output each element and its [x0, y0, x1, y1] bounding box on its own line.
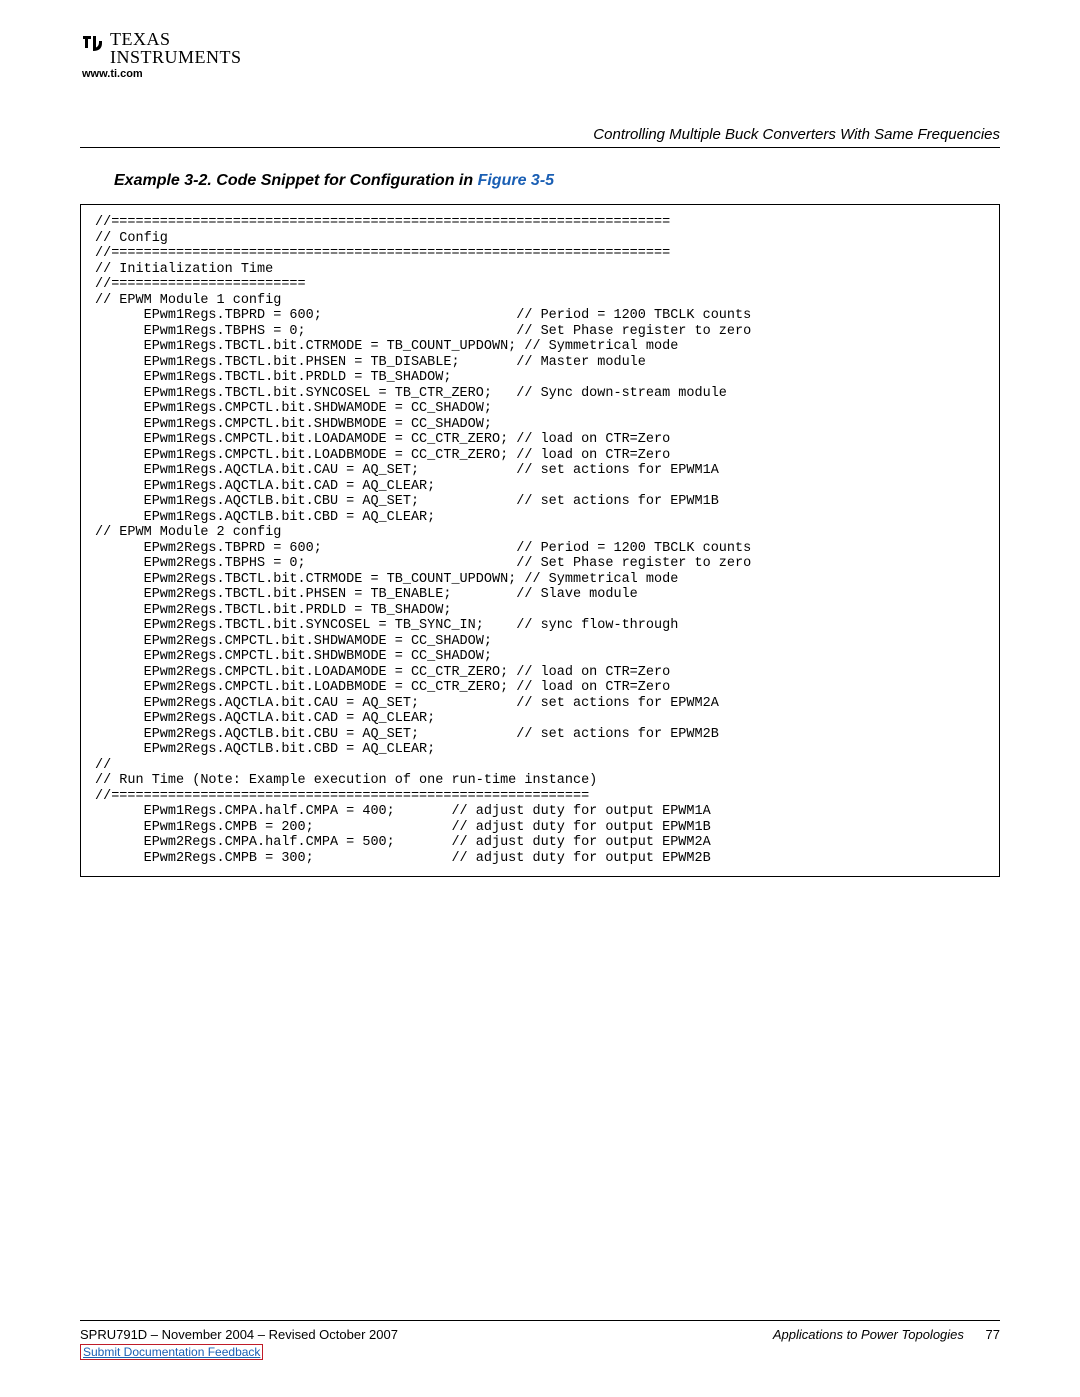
- footer-docid: SPRU791D – November 2004 – Revised Octob…: [80, 1327, 398, 1342]
- ti-chip-icon: [80, 30, 106, 56]
- code-listing-box: //======================================…: [80, 204, 1000, 877]
- code-listing: //======================================…: [95, 215, 985, 866]
- footer-chapter: Applications to Power Topologies: [773, 1327, 964, 1342]
- ti-url[interactable]: www.ti.com: [82, 68, 242, 80]
- footer-rule: [80, 1320, 1000, 1321]
- page-footer: SPRU791D – November 2004 – Revised Octob…: [80, 1320, 1000, 1361]
- page-header: TEXAS INSTRUMENTS www.ti.com: [80, 30, 1000, 80]
- ti-logo-block: TEXAS INSTRUMENTS www.ti.com: [80, 30, 242, 80]
- submit-feedback-link[interactable]: Submit Documentation Feedback: [80, 1344, 263, 1360]
- footer-page-number: 77: [986, 1327, 1000, 1342]
- example-title-prefix: Example 3-2. Code Snippet for Configurat…: [114, 172, 478, 189]
- ti-logo: TEXAS INSTRUMENTS: [80, 30, 242, 66]
- example-title: Example 3-2. Code Snippet for Configurat…: [114, 172, 1000, 190]
- header-rule: [80, 147, 1000, 148]
- logo-line1: TEXAS: [110, 30, 242, 48]
- figure-reference-link[interactable]: Figure 3-5: [478, 172, 554, 189]
- section-title: Controlling Multiple Buck Converters Wit…: [80, 126, 1000, 143]
- logo-line2: INSTRUMENTS: [110, 48, 242, 66]
